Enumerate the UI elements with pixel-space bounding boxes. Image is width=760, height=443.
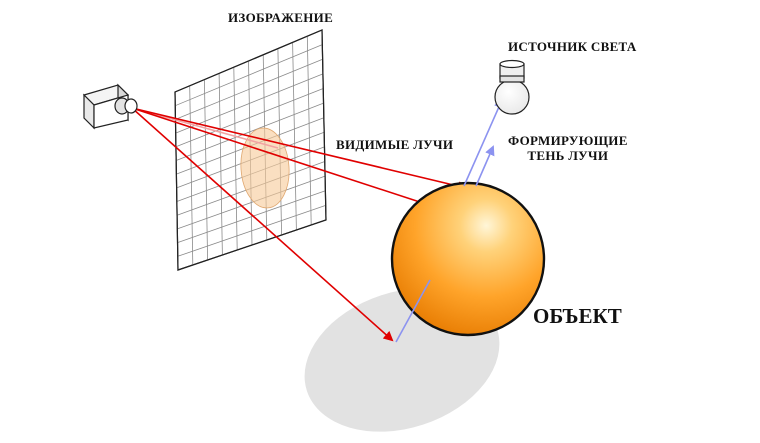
shadow-ray-2 [475, 145, 495, 187]
grid-line-vertical [189, 85, 194, 266]
grid-line-horizontal [175, 58, 323, 120]
image-label: ИЗОБРАЖЕНИЕ [228, 10, 334, 25]
visible-ray-3 [131, 107, 394, 342]
grid-line-vertical [204, 79, 208, 261]
grid-line-horizontal [177, 175, 326, 230]
shadow-rays-label: ФОРМИРУЮЩИЕ ТЕНЬ ЛУЧИ [508, 133, 628, 164]
visible-ray-2 [131, 107, 434, 209]
object-sphere [390, 181, 546, 337]
camera-icon [82, 83, 138, 130]
grid-line-vertical [306, 36, 312, 226]
grid-line-horizontal [175, 88, 324, 148]
grid-line-vertical [292, 42, 297, 231]
shadow-rays-label-line2: ТЕНЬ ЛУЧИ [527, 147, 609, 163]
grid-line-horizontal [177, 190, 326, 243]
visible-ray-faint [131, 107, 279, 149]
visible-rays-label: ВИДИМЫЕ ЛУЧИ [336, 137, 454, 152]
grid-line-vertical [218, 73, 223, 256]
grid-line-vertical [233, 67, 238, 251]
shadow-ray-3 [395, 279, 431, 343]
grid-line-horizontal [175, 73, 324, 134]
grid-line-horizontal [175, 44, 323, 107]
visible-ray-1 [131, 107, 468, 191]
light-bulb-icon [494, 59, 530, 115]
shadow-ray-1 [463, 98, 504, 187]
object-label: ОБЪЕКТ [533, 304, 622, 328]
shadow-rays-label-line1: ФОРМИРУЮЩИЕ [508, 133, 628, 148]
grid-line-horizontal [177, 205, 326, 257]
grid-line-horizontal [176, 102, 324, 161]
light-source-label: ИСТОЧНИК СВЕТА [508, 39, 637, 54]
